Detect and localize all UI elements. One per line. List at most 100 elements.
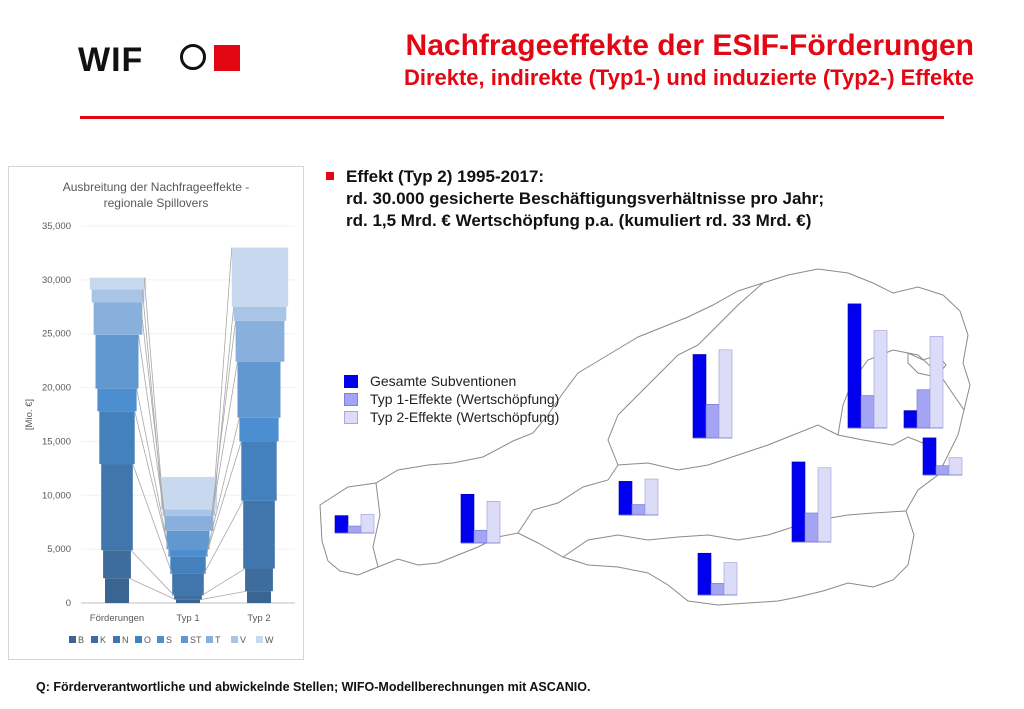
y-tick-label: 0	[66, 598, 71, 609]
legend-label-typ2: Typ 2-Effekte (Wertschöpfung)	[370, 409, 560, 425]
bar-segment-n	[243, 500, 275, 569]
y-axis-label: [Mio. €]	[24, 399, 35, 430]
bar-segment-k	[245, 568, 273, 592]
spillover-line	[132, 463, 173, 575]
austria-outline	[319, 268, 971, 606]
map-bar-burgenland-0	[922, 437, 937, 476]
map-bar-vorarlberg-1	[347, 525, 362, 534]
legend-label-n: N	[122, 635, 129, 645]
bar-segment-n	[101, 464, 133, 551]
spillover-chart: Ausbreitung der Nachfrageeffekte - region…	[24, 180, 295, 645]
legend-swatch-gesamt	[344, 374, 358, 388]
map-bar-steiermark-1	[804, 512, 819, 543]
map-bar-burgenland-1	[935, 465, 950, 476]
map-bar-burgenland-2	[948, 457, 963, 476]
bar-segment-s	[97, 388, 137, 412]
legend-swatch-st	[181, 636, 188, 643]
bar-segment-s	[239, 417, 279, 442]
map-bar-kärnten-0	[697, 552, 712, 596]
bar-segment-k	[174, 595, 202, 600]
spillover-line	[203, 500, 244, 575]
bar-segment-v	[233, 306, 287, 321]
legend-label-w: W	[265, 635, 274, 645]
map-bar-niederösterreich-1	[860, 395, 875, 429]
map-bar-vorarlberg-2	[360, 514, 375, 534]
map-bar-niederösterreich-0	[847, 303, 862, 429]
austria-map	[319, 268, 971, 606]
bar-segment-s	[168, 549, 208, 557]
region-border	[607, 282, 764, 466]
bar-segment-st	[95, 334, 139, 389]
bar-segment-v	[91, 289, 145, 303]
logo-circle-icon	[180, 44, 206, 70]
spillover-line	[143, 277, 162, 478]
bar-segment-b	[176, 599, 200, 603]
legend-label-b: B	[78, 635, 84, 645]
y-tick-label: 5,000	[47, 544, 71, 555]
legend-label-t: T	[215, 635, 221, 645]
bar-segment-st	[166, 530, 210, 550]
legend-label-typ1: Typ 1-Effekte (Wertschöpfung)	[370, 391, 560, 407]
spillover-line	[211, 320, 236, 516]
title-line2: Direkte, indirekte (Typ1-) und induziert…	[403, 65, 974, 90]
bar-segment-t	[164, 515, 214, 531]
legend-item-typ1: Typ 1-Effekte (Wertschöpfung)	[344, 390, 559, 408]
spillover-line	[136, 388, 169, 550]
bar-segment-n	[172, 573, 204, 596]
map-bar-kärnten-1	[710, 583, 725, 596]
spillover-line	[140, 302, 165, 516]
y-tick-label: 30,000	[42, 275, 71, 286]
legend-swatch-typ1	[344, 392, 358, 406]
region-border	[617, 424, 939, 476]
legend-item-typ2: Typ 2-Effekte (Wertschöpfung)	[344, 408, 559, 426]
region-border	[372, 482, 381, 568]
map-bar-tirol-0	[460, 493, 475, 544]
bar-segment-b	[105, 578, 129, 603]
bar-segment-k	[103, 550, 131, 579]
y-tick-label: 35,000	[42, 221, 71, 232]
bar-segment-o	[99, 411, 135, 465]
logo-square-icon	[214, 45, 240, 71]
legend-swatch-k	[91, 636, 98, 643]
y-tick-label: 25,000	[42, 329, 71, 340]
spillover-line	[134, 411, 171, 557]
spillover-line	[205, 441, 242, 557]
x-tick-label: Typ 2	[247, 613, 270, 624]
map-legend: Gesamte Subventionen Typ 1-Effekte (Wert…	[344, 372, 559, 426]
legend-swatch-v	[231, 636, 238, 643]
legend-label-o: O	[144, 635, 151, 645]
spillover-line	[207, 417, 240, 550]
map-bar-salzburg-2	[644, 478, 659, 516]
map-bar-niederösterreich-2	[873, 330, 888, 429]
spillover-line	[141, 289, 164, 510]
legend-swatch-typ2	[344, 410, 358, 424]
map-bar-tirol-1	[473, 529, 488, 544]
source-note: Q: Förderverantwortliche und abwickelnde…	[36, 680, 591, 694]
legend-label-s: S	[166, 635, 172, 645]
spillover-line	[201, 568, 246, 596]
map-bar-oberösterreich-0	[692, 354, 707, 439]
wifo-logo: WIF	[78, 40, 240, 80]
spillover-line	[199, 590, 248, 601]
logo-text: WIF	[78, 41, 144, 79]
legend-swatch-w	[256, 636, 263, 643]
map-bar-steiermark-2	[817, 467, 832, 543]
region-border	[517, 464, 619, 534]
effekt-line1: Effekt (Typ 2) 1995-2017:	[346, 167, 545, 186]
spillover-line	[214, 247, 233, 478]
x-tick-label: Förderungen	[90, 613, 144, 624]
region-border	[562, 510, 907, 558]
page-title: Nachfrageeffekte der ESIF-Förderungen Di…	[404, 28, 974, 92]
title-divider	[80, 116, 944, 119]
bar-segment-o	[170, 556, 206, 574]
map-bar-wien-1	[916, 389, 931, 429]
effekt-line2: rd. 30.000 gesicherte Beschäftigungsverh…	[346, 189, 825, 208]
spillover-line	[128, 577, 177, 601]
y-tick-label: 10,000	[42, 490, 71, 501]
bar-segment-w	[160, 476, 218, 510]
map-bar-oberösterreich-1	[705, 404, 720, 439]
map-bar-tirol-2	[486, 500, 501, 544]
map-bar-salzburg-1	[631, 504, 646, 516]
map-bar-wien-2	[929, 336, 944, 429]
spillover-line	[212, 306, 235, 510]
